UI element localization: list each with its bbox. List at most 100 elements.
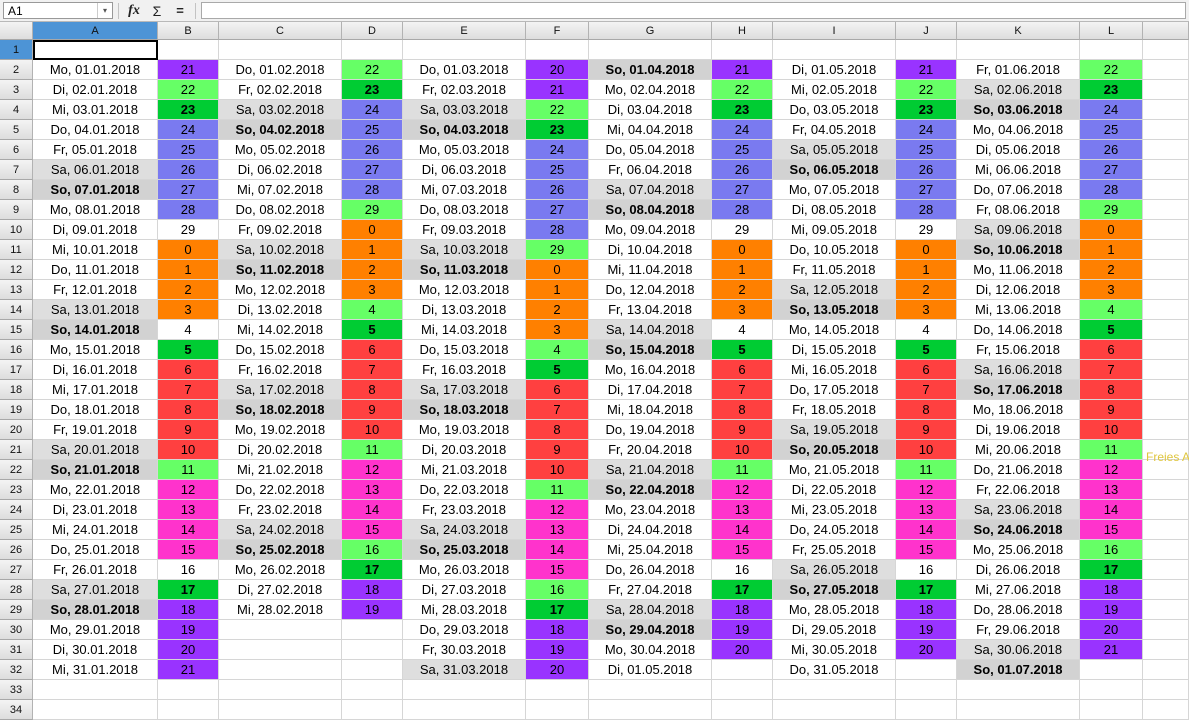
cell-E22[interactable]: Mi, 21.03.2018 (403, 460, 526, 480)
cell-L33[interactable] (1080, 680, 1143, 700)
cell-A2[interactable]: Mo, 01.01.2018 (33, 60, 158, 80)
cell-J17[interactable]: 6 (896, 360, 957, 380)
cell-G3[interactable]: Mo, 02.04.2018 (589, 80, 712, 100)
cell-K21[interactable]: Mi, 20.06.2018 (957, 440, 1080, 460)
cell-F11[interactable]: 29 (526, 240, 589, 260)
cell-D28[interactable]: 18 (342, 580, 403, 600)
cell-C24[interactable]: Fr, 23.02.2018 (219, 500, 342, 520)
cell-A6[interactable]: Fr, 05.01.2018 (33, 140, 158, 160)
cell-E2[interactable]: Do, 01.03.2018 (403, 60, 526, 80)
cell-A16[interactable]: Mo, 15.01.2018 (33, 340, 158, 360)
cell-J33[interactable] (896, 680, 957, 700)
cell-I2[interactable]: Di, 01.05.2018 (773, 60, 896, 80)
row-header-31[interactable]: 31 (0, 640, 33, 660)
cell-M21[interactable] (1143, 440, 1189, 460)
cell-E20[interactable]: Mo, 19.03.2018 (403, 420, 526, 440)
cell-L18[interactable]: 8 (1080, 380, 1143, 400)
cell-H20[interactable]: 9 (712, 420, 773, 440)
cell-K2[interactable]: Fr, 01.06.2018 (957, 60, 1080, 80)
cell-E19[interactable]: So, 18.03.2018 (403, 400, 526, 420)
cell-A7[interactable]: Sa, 06.01.2018 (33, 160, 158, 180)
cell-B10[interactable]: 29 (158, 220, 219, 240)
cell-F30[interactable]: 18 (526, 620, 589, 640)
cell-A3[interactable]: Di, 02.01.2018 (33, 80, 158, 100)
cell-K11[interactable]: So, 10.06.2018 (957, 240, 1080, 260)
cell-C25[interactable]: Sa, 24.02.2018 (219, 520, 342, 540)
cell-L19[interactable]: 9 (1080, 400, 1143, 420)
cell-J28[interactable]: 17 (896, 580, 957, 600)
cell-L8[interactable]: 28 (1080, 180, 1143, 200)
cell-K28[interactable]: Mi, 27.06.2018 (957, 580, 1080, 600)
cell-F9[interactable]: 27 (526, 200, 589, 220)
row-header-26[interactable]: 26 (0, 540, 33, 560)
row-header-14[interactable]: 14 (0, 300, 33, 320)
column-header-H[interactable]: H (712, 22, 773, 40)
cell-D26[interactable]: 16 (342, 540, 403, 560)
cell-H5[interactable]: 24 (712, 120, 773, 140)
cell-H23[interactable]: 12 (712, 480, 773, 500)
cell-J14[interactable]: 3 (896, 300, 957, 320)
cell-L28[interactable]: 18 (1080, 580, 1143, 600)
cell-I25[interactable]: Do, 24.05.2018 (773, 520, 896, 540)
cell-H15[interactable]: 4 (712, 320, 773, 340)
cell-I29[interactable]: Mo, 28.05.2018 (773, 600, 896, 620)
cell-L31[interactable]: 21 (1080, 640, 1143, 660)
cell-E1[interactable] (403, 40, 526, 60)
name-box[interactable]: A1 ▾ (3, 2, 113, 19)
cell-G21[interactable]: Fr, 20.04.2018 (589, 440, 712, 460)
cell-J32[interactable] (896, 660, 957, 680)
column-header-K[interactable]: K (957, 22, 1080, 40)
cell-K10[interactable]: Sa, 09.06.2018 (957, 220, 1080, 240)
cell-I14[interactable]: So, 13.05.2018 (773, 300, 896, 320)
cell-L14[interactable]: 4 (1080, 300, 1143, 320)
cell-B32[interactable]: 21 (158, 660, 219, 680)
cell-C16[interactable]: Do, 15.02.2018 (219, 340, 342, 360)
row-header-13[interactable]: 13 (0, 280, 33, 300)
cell-B2[interactable]: 21 (158, 60, 219, 80)
cell-H18[interactable]: 7 (712, 380, 773, 400)
cell-M2[interactable] (1143, 60, 1189, 80)
cell-E13[interactable]: Mo, 12.03.2018 (403, 280, 526, 300)
cell-B9[interactable]: 28 (158, 200, 219, 220)
cell-H1[interactable] (712, 40, 773, 60)
cell-G4[interactable]: Di, 03.04.2018 (589, 100, 712, 120)
cell-G27[interactable]: Do, 26.04.2018 (589, 560, 712, 580)
cell-C29[interactable]: Mi, 28.02.2018 (219, 600, 342, 620)
cell-J25[interactable]: 14 (896, 520, 957, 540)
cell-H31[interactable]: 20 (712, 640, 773, 660)
cell-G26[interactable]: Mi, 25.04.2018 (589, 540, 712, 560)
cell-I8[interactable]: Mo, 07.05.2018 (773, 180, 896, 200)
cell-C32[interactable] (219, 660, 342, 680)
cell-J5[interactable]: 24 (896, 120, 957, 140)
cell-D20[interactable]: 10 (342, 420, 403, 440)
cell-D15[interactable]: 5 (342, 320, 403, 340)
cell-D7[interactable]: 27 (342, 160, 403, 180)
cell-L16[interactable]: 6 (1080, 340, 1143, 360)
cell-M1[interactable] (1143, 40, 1189, 60)
cell-H19[interactable]: 8 (712, 400, 773, 420)
cell-G32[interactable]: Di, 01.05.2018 (589, 660, 712, 680)
cell-M18[interactable] (1143, 380, 1189, 400)
cell-J29[interactable]: 18 (896, 600, 957, 620)
cell-I28[interactable]: So, 27.05.2018 (773, 580, 896, 600)
cell-H32[interactable] (712, 660, 773, 680)
row-header-11[interactable]: 11 (0, 240, 33, 260)
cell-J2[interactable]: 21 (896, 60, 957, 80)
cell-M5[interactable] (1143, 120, 1189, 140)
cell-A30[interactable]: Mo, 29.01.2018 (33, 620, 158, 640)
cell-F33[interactable] (526, 680, 589, 700)
cell-M17[interactable] (1143, 360, 1189, 380)
row-header-30[interactable]: 30 (0, 620, 33, 640)
cell-E34[interactable] (403, 700, 526, 720)
cell-J20[interactable]: 9 (896, 420, 957, 440)
cell-B22[interactable]: 11 (158, 460, 219, 480)
cell-G22[interactable]: Sa, 21.04.2018 (589, 460, 712, 480)
cell-B26[interactable]: 15 (158, 540, 219, 560)
cell-A31[interactable]: Di, 30.01.2018 (33, 640, 158, 660)
cell-L1[interactable] (1080, 40, 1143, 60)
cell-J31[interactable]: 20 (896, 640, 957, 660)
cell-B5[interactable]: 24 (158, 120, 219, 140)
cell-D24[interactable]: 14 (342, 500, 403, 520)
cell-G23[interactable]: So, 22.04.2018 (589, 480, 712, 500)
cell-E32[interactable]: Sa, 31.03.2018 (403, 660, 526, 680)
